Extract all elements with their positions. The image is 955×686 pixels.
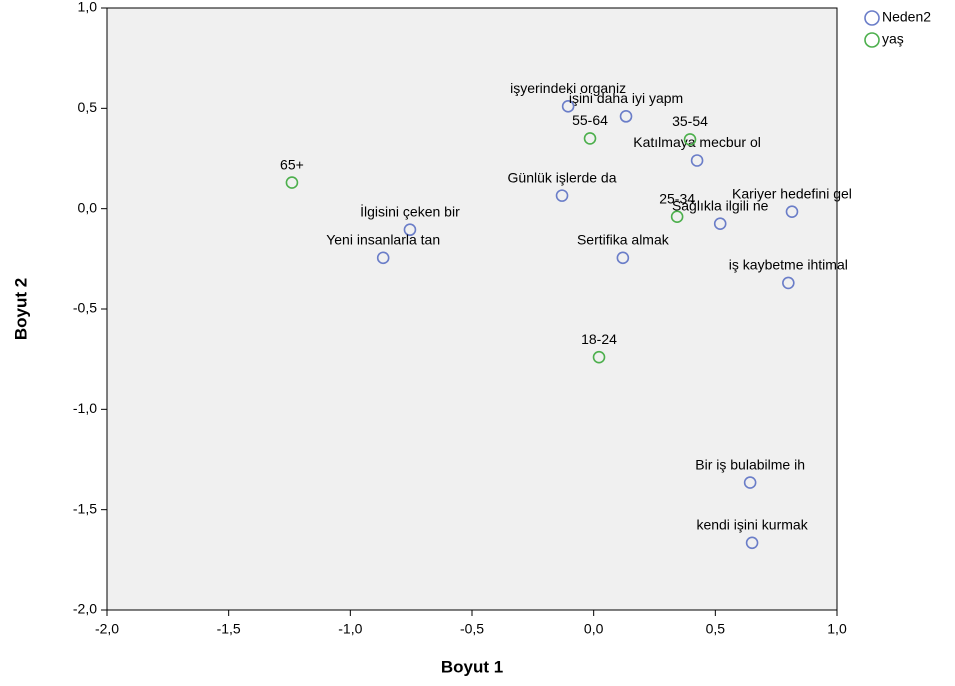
point [403, 223, 417, 237]
point [619, 110, 633, 123]
y-tick-label: -0,5 [73, 300, 97, 316]
point [376, 251, 390, 265]
point-label: Katılmaya mecbur ol [633, 134, 761, 150]
plot-area [106, 7, 838, 611]
point-label: 18-24 [581, 331, 617, 347]
point [583, 132, 597, 145]
legend-label: Neden2 [882, 9, 931, 25]
y-tick-label: 0,0 [78, 199, 98, 215]
point [745, 536, 759, 550]
point-label: Günlük işlerde da [508, 169, 617, 185]
point-label: 35-54 [672, 113, 708, 129]
point [555, 189, 569, 202]
y-tick-label: -1,0 [73, 400, 97, 416]
legend-marker [864, 32, 880, 48]
point [743, 476, 757, 489]
y-tick-label: 1,0 [78, 0, 98, 15]
point [561, 100, 575, 113]
point-label: Sertifika almak [577, 232, 670, 248]
y-tick-label: -1,5 [73, 500, 97, 516]
point [683, 133, 697, 146]
point-label: Kariyer hedefini gel [732, 185, 852, 201]
point [690, 154, 704, 167]
point [782, 276, 795, 290]
x-tick-label: 1,0 [827, 621, 847, 637]
point-label: işini daha iyi yapm [569, 90, 683, 106]
point [616, 251, 630, 265]
legend-label: yaş [882, 31, 904, 47]
x-axis-title: Boyut 1 [441, 657, 503, 676]
point-label: Yeni insanlarla tan [326, 232, 440, 248]
x-tick-label: -2,0 [95, 621, 119, 637]
x-tick-label: -1,0 [338, 621, 362, 637]
y-axis-title: Boyut 2 [11, 278, 30, 340]
point-label: kendi işini kurmak [696, 516, 808, 532]
point [592, 350, 606, 364]
x-tick-label: 0,5 [706, 621, 726, 637]
point-label: Bir iş bulabilme ih [695, 456, 805, 472]
point-label: işyerindeki organiz [510, 80, 626, 96]
legend-marker [864, 10, 880, 26]
point [713, 217, 727, 231]
point-label: iş kaybetme ihtimal [729, 257, 848, 273]
x-tick-label: 0,0 [584, 621, 604, 637]
point-label: 25-34 [659, 190, 695, 206]
y-tick-label: -2,0 [73, 601, 97, 617]
point-label: İlgisini çeken bir [360, 202, 460, 219]
point-label: 55-64 [572, 112, 608, 128]
x-tick-label: -1,5 [217, 621, 241, 637]
point-label: Sağlıkla ilgili ne [672, 197, 769, 213]
x-tick-label: -0,5 [460, 621, 484, 637]
point [670, 210, 684, 223]
point [785, 205, 799, 218]
point [285, 176, 299, 189]
point-label: 65+ [280, 156, 304, 172]
y-tick-label: 0,5 [78, 99, 98, 115]
